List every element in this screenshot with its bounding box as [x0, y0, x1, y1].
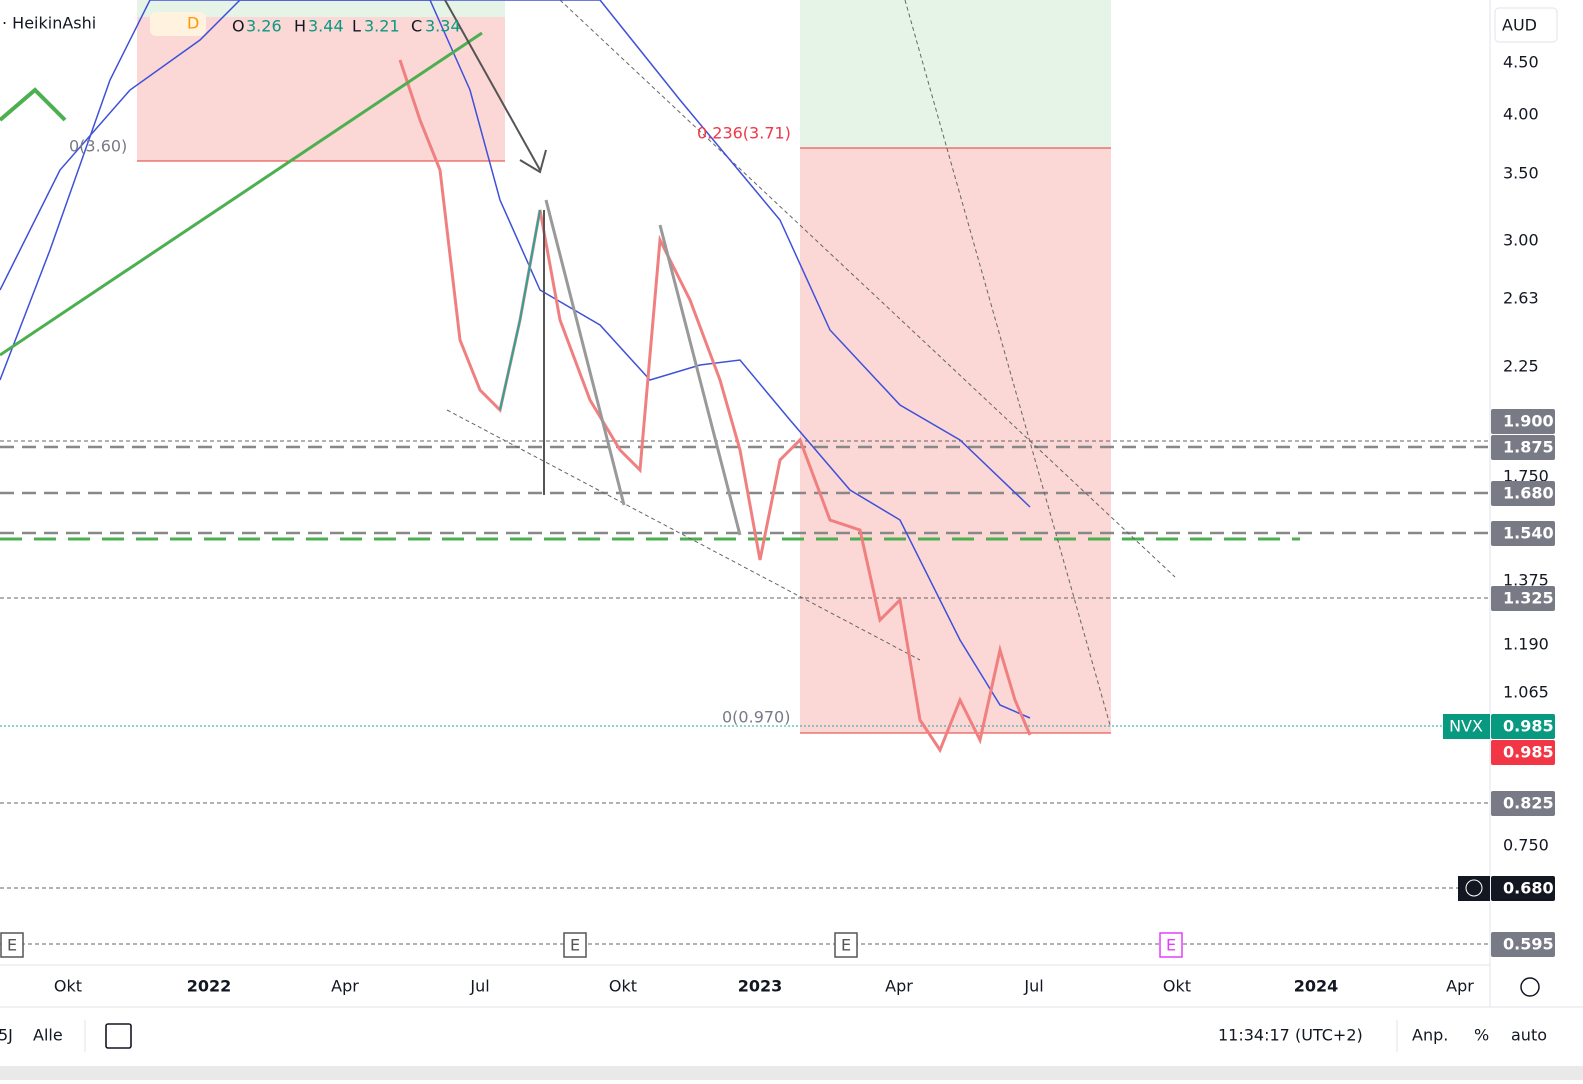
price-badge-label: 0.985 [1503, 717, 1554, 736]
event-label: E [570, 936, 580, 955]
add-alert-icon [1465, 879, 1483, 897]
price-badge [1491, 521, 1555, 546]
legend-h: H [294, 17, 306, 36]
ma-long [0, 0, 1031, 508]
legend-o: O [232, 17, 245, 36]
arrow-drawing [0, 87, 67, 122]
chart-style: · HeikinAshi [2, 14, 96, 33]
ma-short [0, 0, 1031, 719]
price-badge-label: 1.325 [1503, 589, 1554, 608]
thin-levels [0, 0, 1490, 945]
time-label: Okt [1163, 977, 1191, 996]
price-badge [1491, 714, 1555, 739]
time-label: Jul [1023, 977, 1043, 996]
price-badge-label: 0.595 [1503, 935, 1554, 954]
fib-label: 0(0.970) [722, 708, 790, 727]
price-badge [1491, 409, 1555, 434]
time-label: 2023 [738, 977, 783, 996]
time-label: Jul [469, 977, 489, 996]
time-label: 2024 [1294, 977, 1339, 996]
price-badge [1491, 435, 1555, 460]
event-marker [1159, 932, 1183, 958]
window-edge [0, 1066, 1583, 1080]
time-label: Apr [885, 977, 913, 996]
event-marker [834, 932, 858, 958]
fall-line [658, 224, 742, 536]
event-label: E [1166, 936, 1176, 955]
date-range-icon[interactable] [105, 1023, 132, 1049]
fib-label: 0(3.60) [69, 137, 127, 156]
price-label: 3.00 [1503, 231, 1539, 250]
legend-l-value: 3.21 [364, 17, 400, 36]
levels [0, 445, 1490, 535]
event-label: E [841, 936, 851, 955]
price-badge-label: 1.875 [1503, 438, 1554, 457]
event-label: E [7, 936, 17, 955]
price-label: 1.375 [1503, 571, 1549, 590]
price-badge-label: 0.985 [1503, 743, 1554, 762]
settings-icon[interactable] [1520, 977, 1540, 997]
price-badge [1491, 876, 1555, 901]
trend-line [0, 31, 483, 357]
interval: D [187, 14, 199, 33]
time-label: 2022 [187, 977, 232, 996]
profit-zone [800, 0, 1111, 148]
event-marker [563, 932, 587, 958]
price-label: 2.63 [1503, 289, 1539, 308]
price-label: 4.50 [1503, 53, 1539, 72]
price-label: 0.750 [1503, 836, 1549, 855]
price-label: 3.50 [1503, 164, 1539, 183]
price-label: 1.190 [1503, 635, 1549, 654]
legend-c-value: 3.34 [425, 17, 461, 36]
clock[interactable]: 11:34:17 (UTC+2) [1218, 1026, 1363, 1045]
time-label: Apr [331, 977, 359, 996]
price-badge [1491, 586, 1555, 611]
trend-line [446, 409, 921, 661]
fib-label: 0.236(3.71) [697, 124, 791, 143]
time-label: Okt [54, 977, 82, 996]
trend-line [559, 0, 1176, 578]
price-label: 4.00 [1503, 105, 1539, 124]
event-marker [0, 932, 24, 958]
adjust[interactable]: Anp. [1412, 1026, 1448, 1045]
auto[interactable]: auto [1511, 1026, 1547, 1045]
price-badge-label: 0.680 [1503, 879, 1554, 898]
symbol-badge [1443, 714, 1490, 739]
profit-zone [137, 0, 505, 17]
price-label: 2.25 [1503, 357, 1539, 376]
legend-o-value: 3.26 [246, 17, 282, 36]
price-badge-label: 1.900 [1503, 412, 1554, 431]
currency-button[interactable] [1494, 7, 1558, 43]
price-badge [1491, 740, 1555, 765]
interval-badge [150, 12, 206, 36]
price-badge [1491, 791, 1555, 816]
time-label: Apr [1446, 977, 1474, 996]
price-bars-up [499, 209, 541, 411]
time-label: Okt [609, 977, 637, 996]
arrow-head [519, 149, 547, 174]
legend-l: L [352, 17, 361, 36]
price-badge [1491, 481, 1555, 506]
price-bars [398, 59, 1032, 754]
price-label: 1.750 [1503, 467, 1549, 486]
fall-lines [544, 199, 742, 536]
legend-h-value: 3.44 [308, 17, 344, 36]
symbol: NVX [1449, 717, 1483, 736]
price-badge-label: 1.540 [1503, 524, 1554, 543]
price-badge-label: 0.825 [1503, 794, 1554, 813]
price-badge [1491, 932, 1555, 957]
price-badge-label: 1.680 [1503, 484, 1554, 503]
range-5y[interactable]: 5J [0, 1026, 13, 1045]
price-label: 1.065 [1503, 683, 1549, 702]
fall-line [544, 199, 626, 506]
percent[interactable]: % [1474, 1026, 1489, 1045]
range-all[interactable]: Alle [33, 1026, 63, 1045]
currency[interactable]: AUD [1502, 16, 1537, 35]
legend-c: C [411, 17, 422, 36]
arrow-drawing [444, 0, 541, 171]
